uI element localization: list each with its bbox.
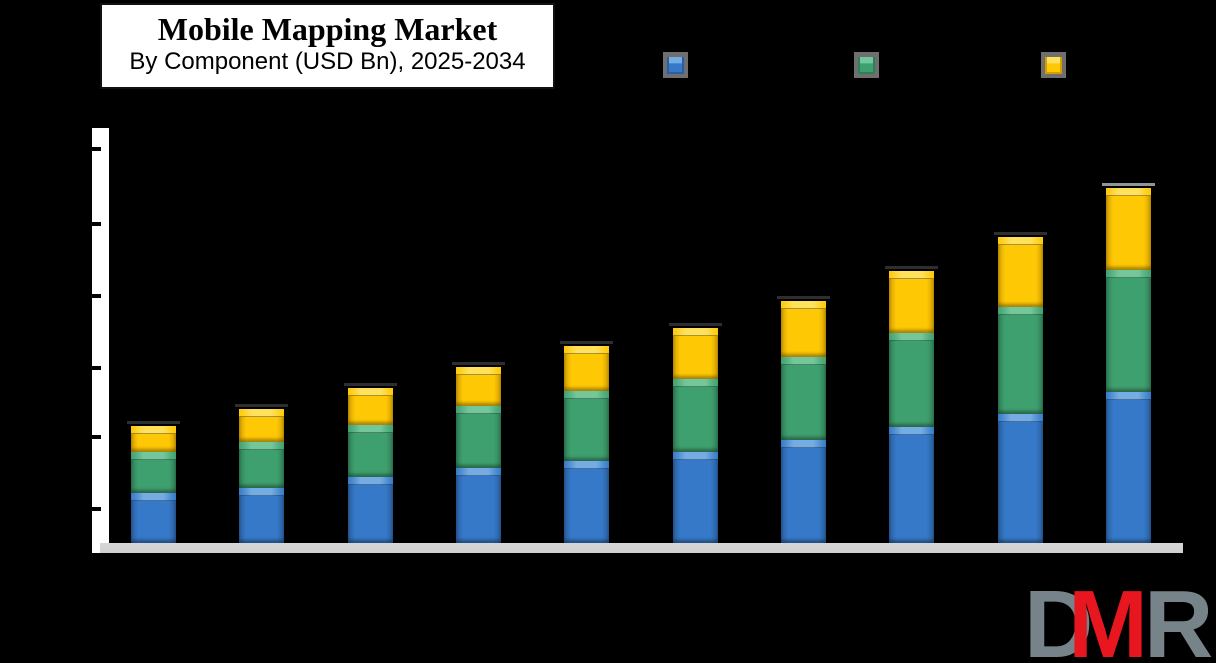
bar-segment-bevel bbox=[239, 408, 285, 417]
y-axis-tick bbox=[88, 222, 101, 226]
bar-2026-blue-segment bbox=[239, 487, 285, 543]
bar-2026-green-segment bbox=[239, 441, 285, 488]
legend-marker-green-icon bbox=[858, 57, 875, 74]
bar-segment-bevel bbox=[564, 346, 610, 354]
bar-2032-yellow-segment bbox=[889, 271, 935, 334]
bar-top-cap bbox=[885, 266, 939, 270]
bar-segment-bevel bbox=[239, 487, 285, 496]
bar-segment-bevel bbox=[131, 451, 176, 460]
y-axis-tick bbox=[88, 507, 101, 511]
bar-segment-bevel bbox=[455, 468, 501, 477]
bar-segment-bevel bbox=[997, 413, 1043, 422]
bar-segment-bevel bbox=[780, 356, 826, 365]
bar-2031-green-segment bbox=[780, 356, 826, 440]
bar-segment-bevel bbox=[780, 301, 826, 310]
title-box: Mobile Mapping Market By Component (USD … bbox=[100, 3, 555, 89]
bar-segment-bevel bbox=[889, 271, 935, 280]
bar-2031-blue-segment bbox=[780, 439, 826, 543]
bar-2034-green-segment bbox=[1105, 269, 1151, 393]
chart-title: Mobile Mapping Market bbox=[157, 11, 498, 47]
y-axis-tick bbox=[88, 435, 101, 439]
bar-top-cap bbox=[668, 323, 722, 327]
bar-top-cap bbox=[560, 341, 614, 344]
bar-2025-blue-segment bbox=[131, 492, 176, 543]
bar-segment-bevel bbox=[564, 390, 610, 399]
chart-subtitle: By Component (USD Bn), 2025-2034 bbox=[129, 48, 526, 75]
bar-2029-blue-segment bbox=[564, 460, 610, 543]
legend-marker-blue-icon bbox=[667, 57, 684, 74]
bar-2031-yellow-segment bbox=[780, 301, 826, 357]
chart-floor bbox=[100, 543, 1183, 553]
bar-top-cap bbox=[1101, 182, 1155, 186]
logo-letter-d: D bbox=[1024, 571, 1093, 663]
logo-letter-r: R bbox=[1144, 571, 1213, 663]
bar-segment-bevel bbox=[1105, 187, 1151, 196]
y-axis-tick bbox=[88, 294, 101, 298]
dmr-logo: D M R bbox=[1022, 571, 1216, 663]
bar-2032-green-segment bbox=[889, 333, 935, 427]
bar-top-cap bbox=[776, 296, 830, 300]
bar-segment-bevel bbox=[997, 236, 1043, 245]
bar-segment-bevel bbox=[347, 388, 393, 397]
bar-segment-bevel bbox=[455, 367, 501, 376]
bar-segment-bevel bbox=[131, 426, 176, 435]
bar-segment-bevel bbox=[672, 328, 718, 337]
bar-segment-bevel bbox=[889, 426, 935, 435]
bar-top-cap bbox=[993, 231, 1047, 235]
bar-2030-blue-segment bbox=[672, 451, 718, 543]
bar-2032-blue-segment bbox=[889, 426, 935, 543]
bar-2027-green-segment bbox=[347, 424, 393, 478]
bar-2034-blue-segment bbox=[1105, 392, 1151, 543]
bar-top-cap bbox=[451, 362, 505, 366]
logo-letter-m: M bbox=[1068, 571, 1148, 663]
bar-2030-green-segment bbox=[672, 379, 718, 452]
bar-top-cap bbox=[127, 421, 180, 425]
bar-2033-green-segment bbox=[997, 306, 1043, 414]
bar-segment-bevel bbox=[455, 406, 501, 415]
bar-2029-green-segment bbox=[564, 390, 610, 461]
bar-top-cap bbox=[343, 383, 397, 387]
bar-segment-bevel bbox=[1105, 392, 1151, 401]
y-axis-tick bbox=[88, 147, 101, 151]
bar-segment-bevel bbox=[131, 492, 176, 501]
bar-2027-blue-segment bbox=[347, 477, 393, 543]
bar-2028-blue-segment bbox=[455, 468, 501, 543]
legend-marker-yellow-icon bbox=[1045, 57, 1062, 74]
bar-segment-bevel bbox=[997, 306, 1043, 315]
bar-2025-green-segment bbox=[131, 451, 176, 493]
bar-segment-bevel bbox=[1105, 269, 1151, 278]
y-axis-line bbox=[92, 128, 109, 553]
y-axis-tick bbox=[88, 366, 101, 370]
bar-2030-yellow-segment bbox=[672, 328, 718, 380]
bar-2028-yellow-segment bbox=[455, 367, 501, 407]
bar-2029-yellow-segment bbox=[564, 346, 610, 391]
bar-2026-yellow-segment bbox=[239, 408, 285, 442]
bar-2028-green-segment bbox=[455, 406, 501, 469]
bar-2033-yellow-segment bbox=[997, 236, 1043, 307]
bar-top-cap bbox=[235, 403, 289, 407]
bar-2034-yellow-segment bbox=[1105, 187, 1151, 270]
bar-2027-yellow-segment bbox=[347, 388, 393, 425]
bar-segment-bevel bbox=[239, 441, 285, 450]
bar-segment-bevel bbox=[672, 451, 718, 460]
bar-2025-yellow-segment bbox=[131, 426, 176, 452]
bar-segment-bevel bbox=[780, 439, 826, 448]
bar-2033-blue-segment bbox=[997, 413, 1043, 543]
bar-segment-bevel bbox=[672, 379, 718, 388]
bar-segment-bevel bbox=[889, 333, 935, 342]
bar-segment-bevel bbox=[347, 477, 393, 486]
bar-segment-bevel bbox=[347, 424, 393, 433]
bar-segment-bevel bbox=[564, 460, 610, 469]
